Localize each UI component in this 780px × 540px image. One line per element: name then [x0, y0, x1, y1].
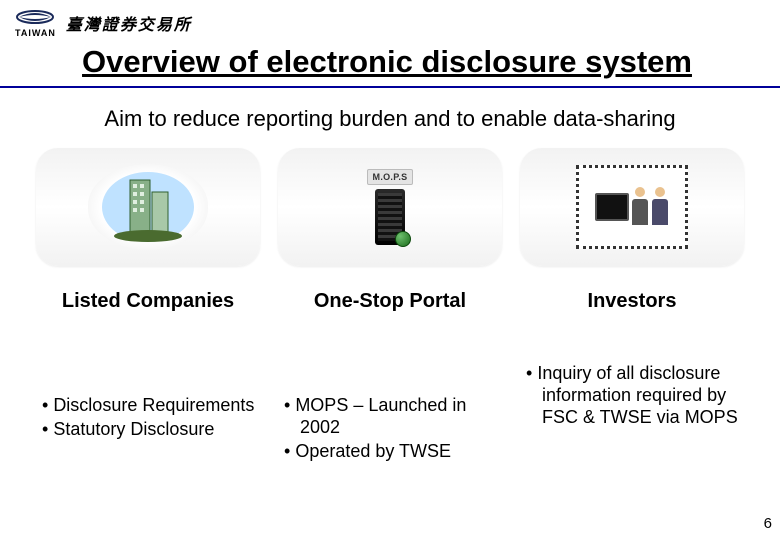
building-icon — [100, 170, 196, 244]
server-illustration: M.O.P.S — [367, 169, 414, 245]
bullets-investors: Inquiry of all disclosure information re… — [520, 363, 744, 465]
heading-listed-companies: Listed Companies — [36, 290, 260, 313]
monitor-icon — [595, 193, 629, 221]
logo-bar: TAIWAN 臺灣證券交易所 — [0, 0, 780, 42]
list-item: Operated by TWSE — [284, 441, 502, 463]
logo-glyph-icon — [15, 8, 55, 26]
bullets-row: Disclosure Requirements Statutory Disclo… — [0, 313, 780, 465]
mops-badge: M.O.P.S — [367, 169, 414, 185]
person-icon — [651, 187, 669, 227]
list-item: Disclosure Requirements — [42, 395, 260, 417]
card-row: M.O.P.S — [0, 144, 780, 266]
heading-investors: Investors — [520, 290, 744, 313]
logo-mark: TAIWAN — [15, 8, 56, 38]
bullets-one-stop-portal: MOPS – Launched in 2002 Operated by TWSE — [278, 363, 502, 465]
card-listed-companies — [36, 148, 260, 266]
list-item: MOPS – Launched in 2002 — [284, 395, 502, 439]
slide-subtitle: Aim to reduce reporting burden and to en… — [0, 88, 780, 144]
building-illustration — [88, 164, 208, 250]
list-item: Inquiry of all disclosure information re… — [526, 363, 744, 429]
page-number: 6 — [764, 515, 772, 532]
person-icon — [631, 187, 649, 227]
column-headings-row: Listed Companies One-Stop Portal Investo… — [0, 266, 780, 313]
globe-icon — [395, 231, 411, 247]
logo-chinese-text: 臺灣證券交易所 — [66, 11, 192, 35]
card-one-stop-portal: M.O.P.S — [278, 148, 502, 266]
server-icon — [375, 189, 405, 245]
slide-title: Overview of electronic disclosure system — [0, 42, 780, 88]
investors-illustration — [576, 165, 688, 249]
list-item: Statutory Disclosure — [42, 419, 260, 441]
bullets-listed-companies: Disclosure Requirements Statutory Disclo… — [36, 363, 260, 465]
heading-one-stop-portal: One-Stop Portal — [278, 290, 502, 313]
card-investors — [520, 148, 744, 266]
logo-taiwan-text: TAIWAN — [15, 28, 56, 38]
